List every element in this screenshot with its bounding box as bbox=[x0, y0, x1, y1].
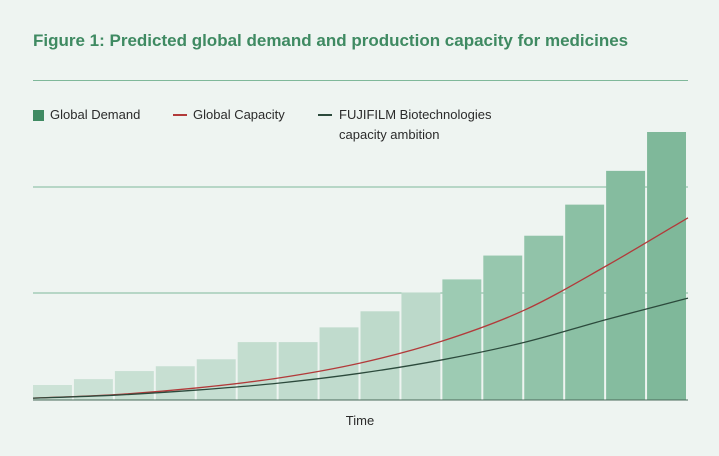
demand-bar bbox=[524, 235, 564, 400]
legend-global-demand: Global Demand bbox=[33, 105, 140, 125]
demand-bar bbox=[401, 292, 441, 400]
legend-demand-swatch bbox=[33, 110, 44, 121]
demand-bar bbox=[483, 255, 523, 400]
chart-title: Figure 1: Predicted global demand and pr… bbox=[33, 31, 629, 50]
demand-bar bbox=[606, 170, 646, 400]
x-axis-label: Time bbox=[346, 413, 374, 428]
demand-bar bbox=[565, 204, 605, 400]
title-divider bbox=[33, 80, 688, 81]
demand-bar bbox=[33, 384, 72, 400]
demand-bar bbox=[237, 342, 277, 400]
fujifilm-capacity-line bbox=[32, 297, 689, 399]
demand-bar bbox=[278, 342, 318, 400]
demand-bar bbox=[155, 366, 195, 400]
legend-capacity-label: Global Capacity bbox=[193, 107, 285, 122]
legend-fuji-label: FUJIFILM Biotechnologies capacity ambiti… bbox=[339, 107, 492, 142]
capacity-lines bbox=[32, 217, 689, 399]
legend-capacity-swatch bbox=[173, 114, 187, 116]
legend-fuji-swatch bbox=[318, 114, 332, 116]
demand-bar bbox=[319, 327, 359, 400]
global-capacity-line bbox=[32, 217, 689, 399]
demand-bar bbox=[196, 359, 236, 400]
legend-fujifilm-capacity: FUJIFILM Biotechnologies capacity ambiti… bbox=[318, 105, 529, 145]
demand-bar bbox=[114, 371, 154, 400]
demand-bars bbox=[33, 132, 688, 401]
demand-bar bbox=[442, 279, 482, 400]
legend-demand-label: Global Demand bbox=[50, 107, 141, 122]
legend-global-capacity: Global Capacity bbox=[173, 105, 285, 125]
demand-bar bbox=[647, 132, 686, 400]
